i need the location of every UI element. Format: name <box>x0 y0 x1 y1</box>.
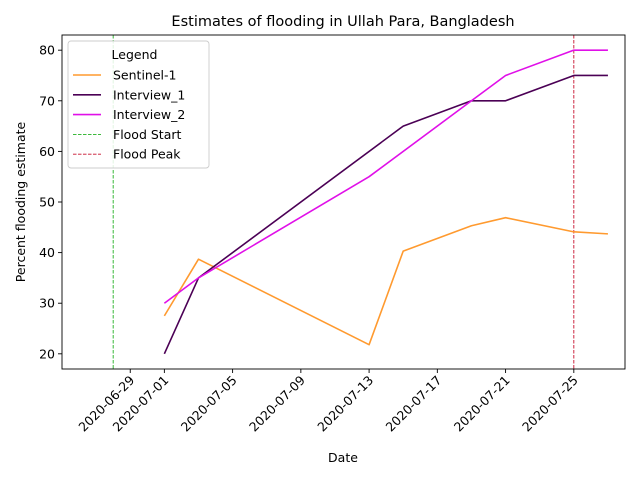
data-point-interview-2-3 <box>471 100 473 102</box>
data-point-sentinel-1-5 <box>505 217 507 219</box>
legend-label-interview-1: Interview_1 <box>113 87 185 102</box>
legend: Legend Sentinel-1 Interview_1 Interview_2 Fl… <box>67 40 210 169</box>
legend-label-sentinel-1: Sentinel-1 <box>113 68 176 83</box>
y-tick-label: 60 <box>39 144 55 159</box>
chart-title: Estimates of flooding in Ullah Para, Ban… <box>171 14 514 30</box>
data-point-interview-2-4 <box>505 75 507 77</box>
data-point-sentinel-1-4 <box>471 225 473 227</box>
series-line-interview-2 <box>163 49 608 304</box>
data-point-interview-2-2 <box>368 176 370 178</box>
data-point-interview-1-6 <box>607 75 609 77</box>
data-point-sentinel-1-6 <box>573 231 575 233</box>
y-tick-label: 80 <box>39 43 55 58</box>
data-point-sentinel-1-2 <box>368 344 370 346</box>
data-point-interview-2-5 <box>573 49 575 51</box>
y-tick-label: 50 <box>39 195 55 210</box>
legend-label-interview-2: Interview_2 <box>113 107 185 122</box>
data-point-sentinel-1-0 <box>164 315 166 317</box>
y-axis-label: Percent flooding estimate <box>13 121 28 282</box>
series-line-sentinel-1 <box>163 216 608 346</box>
data-point-sentinel-1-7 <box>607 233 609 235</box>
y-tick-label: 20 <box>39 346 55 361</box>
legend-label-flood-peak: Flood Peak <box>113 147 181 162</box>
y-tick-label: 40 <box>39 245 55 260</box>
legend-box <box>67 40 210 169</box>
y-tick-label: 70 <box>39 93 55 108</box>
data-point-interview-2-6 <box>607 49 609 51</box>
legend-label-flood-start: Flood Start <box>113 127 182 142</box>
data-point-interview-1-2 <box>402 125 404 127</box>
data-point-interview-2-1 <box>198 277 200 279</box>
data-point-interview-1-5 <box>573 75 575 77</box>
legend-title: Legend <box>112 47 158 62</box>
data-point-sentinel-1-1 <box>198 258 200 260</box>
data-point-interview-1-4 <box>505 100 507 102</box>
data-point-interview-1-0 <box>164 353 166 355</box>
data-point-interview-2-0 <box>164 302 166 304</box>
y-tick-label: 30 <box>39 296 55 311</box>
data-point-sentinel-1-3 <box>402 250 404 252</box>
x-axis-label: Date <box>328 450 358 465</box>
